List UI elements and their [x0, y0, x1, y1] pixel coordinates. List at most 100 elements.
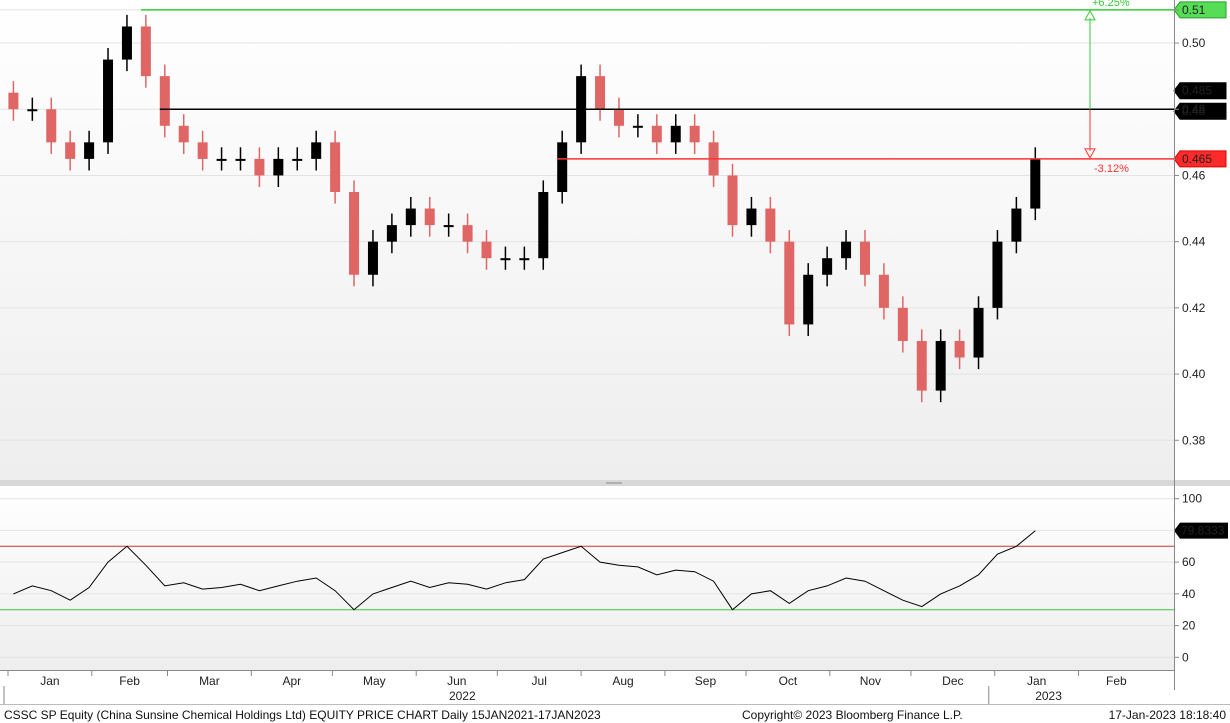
candle-body-2022-09-05	[670, 125, 681, 143]
x-month-label: Apr	[283, 674, 302, 688]
candle-body-2022-05-02	[330, 142, 341, 192]
candle-body-2022-11-21	[878, 274, 889, 308]
candle-body-2022-02-21	[140, 26, 151, 77]
candle-body-2022-02-14	[121, 26, 132, 60]
footer-timestamp: 17-Jan-2023 18:18:40	[1109, 708, 1227, 722]
candle-body-2022-10-24	[803, 274, 814, 325]
candle-body-2022-11-28	[897, 307, 908, 341]
candle-body-2022-06-06	[424, 208, 435, 226]
candle-body-2022-03-07	[178, 125, 189, 143]
price-tick-label: 0.38	[1182, 433, 1206, 447]
candle-body-2022-09-26	[727, 175, 738, 226]
footer-chart-description: CSSC SP Equity (China Sunsine Chemical H…	[4, 708, 601, 722]
support-level-label: 0.465	[1182, 152, 1212, 166]
rsi-line	[13, 530, 1036, 611]
candle-body-2022-06-27	[481, 241, 492, 259]
candle-body-2022-01-17	[46, 109, 57, 143]
x-axis: Jan Feb Mar Apr May Jun Jul Aug Sep Oct Nov Dec Jan F…	[3, 670, 1127, 704]
upside-percent-annotation: +6.25%	[1092, 0, 1130, 9]
x-month-label: May	[363, 674, 386, 688]
candle-body-2022-06-13	[443, 225, 454, 228]
downside-percent-annotation: -3.12%	[1094, 163, 1129, 175]
rsi-tick-label: 20	[1182, 619, 1196, 633]
footer-copyright: Copyright© 2023 Bloomberg Finance L.P.	[742, 708, 963, 722]
candle-body-2022-04-04	[254, 158, 265, 176]
candle-body-2022-07-11	[519, 258, 530, 261]
resistance-level-tag	[1173, 102, 1227, 120]
candle-body-2022-12-26	[973, 307, 984, 358]
candle-body-2022-03-21	[216, 158, 227, 161]
price-tick-label: 0.48	[1182, 102, 1206, 116]
candle-body-2022-10-17	[784, 241, 795, 325]
rsi-y-axis: 10080604020079.8333	[1174, 492, 1228, 664]
price-tick-label: 0.40	[1182, 367, 1206, 381]
rsi-last-value-label: 79.8333	[1181, 524, 1225, 538]
candle-body-2022-03-14	[197, 142, 208, 159]
rsi-panel-background	[0, 486, 1174, 670]
candle-body-2022-03-28	[235, 158, 246, 161]
rsi-tick-label: 40	[1182, 587, 1196, 601]
price-tick-label: 0.50	[1182, 36, 1206, 50]
candle-body-2022-02-28	[159, 76, 170, 126]
high-level-label: 0.51	[1182, 3, 1206, 17]
candle-body-2023-01-09	[1011, 208, 1022, 242]
last-price-label: 0.485	[1182, 84, 1212, 98]
candle-body-2022-08-15	[613, 109, 624, 126]
candle-body-2022-07-04	[500, 258, 511, 261]
candle-body-2022-12-12	[935, 340, 946, 391]
price-tick-label: 0.44	[1182, 235, 1206, 249]
candle-body-2022-01-24	[65, 142, 76, 159]
candle-body-2022-11-07	[841, 241, 852, 259]
x-month-label: Jun	[447, 674, 466, 688]
x-month-label: Feb	[119, 674, 140, 688]
rsi-tick-label: 0	[1182, 650, 1189, 664]
candle-body-2022-06-20	[462, 225, 473, 242]
high-level-tag	[1173, 1, 1227, 19]
rsi-tick-label: 100	[1182, 492, 1202, 506]
price-level-lines: +6.25% -3.12% 0.51 0.485 0.48 0.465	[140, 0, 1227, 175]
support-level-tag	[1173, 150, 1227, 168]
upside-arrow-head	[1084, 9, 1096, 21]
last-price-tag	[1173, 82, 1227, 100]
candle-body-2022-11-14	[859, 241, 870, 275]
candle-body-2022-08-29	[651, 125, 662, 143]
candle-body-2022-10-10	[765, 208, 776, 242]
x-year-label: 2023	[1035, 689, 1062, 703]
candle-body-2022-08-08	[595, 76, 606, 110]
candle-body-2022-05-09	[349, 192, 360, 275]
candle-body-2022-07-18	[538, 192, 549, 259]
candle-body-2022-01-10	[27, 109, 38, 112]
price-panel-background	[0, 0, 1174, 480]
price-tick-label: 0.42	[1182, 301, 1206, 315]
candle-body-2022-10-31	[822, 258, 833, 275]
candle-body-2022-10-03	[746, 208, 757, 226]
x-month-label: Jan	[40, 674, 59, 688]
candle-body-2022-09-12	[689, 125, 700, 143]
x-month-label: Mar	[199, 674, 220, 688]
candle-body-2022-01-03	[8, 92, 19, 110]
price-candles	[8, 14, 1041, 403]
x-year-label: 2022	[449, 689, 476, 703]
candle-body-2022-05-16	[367, 241, 378, 275]
x-month-label: Feb	[1106, 674, 1127, 688]
x-month-label: Dec	[942, 674, 963, 688]
price-tick-label: 0.46	[1182, 168, 1206, 182]
candle-body-2022-02-07	[103, 59, 114, 143]
candle-body-2023-01-16	[1030, 158, 1041, 209]
rsi-panel-gridlines	[0, 498, 1174, 658]
x-month-label: Nov	[860, 674, 881, 688]
price-y-axis: 0.50 0.48 0.46 0.44 0.42 0.40 0.38	[1174, 9, 1206, 447]
candle-body-2022-12-05	[916, 340, 927, 391]
candle-body-2022-04-25	[311, 142, 322, 159]
candle-body-2022-07-25	[557, 142, 568, 192]
rsi-tick-label: 60	[1182, 555, 1196, 569]
candle-body-2022-12-19	[954, 340, 965, 358]
x-month-label: Oct	[779, 674, 798, 688]
candle-body-2022-04-11	[273, 158, 284, 176]
candle-body-2022-05-23	[386, 225, 397, 242]
rsi-last-value-tag	[1174, 522, 1228, 539]
candle-body-2023-01-02	[992, 241, 1003, 308]
rsi-series	[0, 530, 1174, 611]
resistance-level-label: 0.48	[1182, 104, 1206, 118]
